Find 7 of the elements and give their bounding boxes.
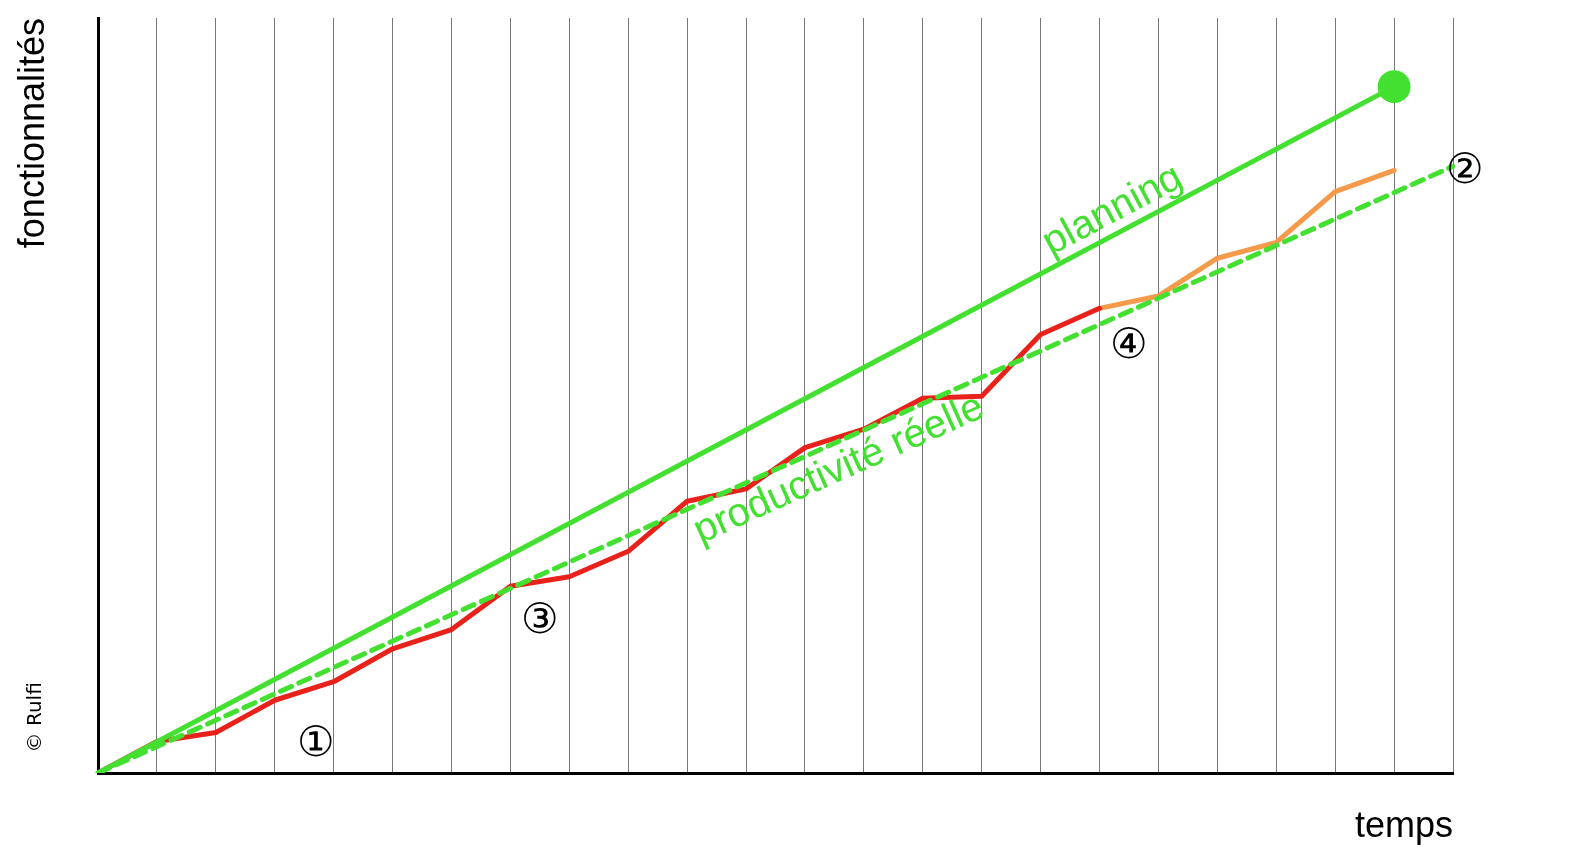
annotation: ① xyxy=(296,717,335,767)
text: © Rulfi xyxy=(22,682,47,753)
x-axis-title: temps xyxy=(1354,804,1453,846)
y-axis-title: fonctionnalités xyxy=(10,18,52,249)
annotation: ③ xyxy=(520,593,559,643)
annotation: ② xyxy=(1445,144,1484,194)
annotation: ④ xyxy=(1109,319,1148,369)
